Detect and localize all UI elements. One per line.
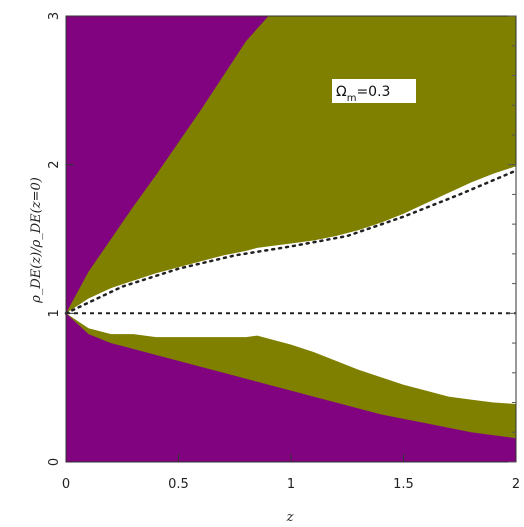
plot-area (64, 15, 518, 463)
annotation-omega: Ω (336, 84, 347, 100)
y-tick-label: 3 (47, 12, 62, 20)
annotation-subscript: m (347, 93, 357, 104)
x-tick-label: 1 (287, 477, 295, 492)
right-axis-ticks (508, 15, 516, 463)
x-tick-label: 2 (512, 477, 520, 492)
y-axis-label: ρ_DE(z)/ρ_DE(z=0) (29, 177, 44, 304)
y-tick-label: 2 (47, 161, 62, 169)
annotation-value: =0.3 (356, 84, 390, 100)
y-tick-label: 1 (47, 309, 62, 317)
annotation-box (332, 79, 416, 103)
x-tick-label: 0 (62, 477, 70, 492)
annotation-label: Ωm=0.3 (336, 84, 390, 104)
x-axis-ticks: 0 0.5 1 1.5 2 (62, 454, 520, 492)
y-axis-ticks: 0 1 2 3 (47, 12, 74, 466)
omega-annotation: Ωm=0.3 (332, 79, 416, 104)
x-axis-label: z (286, 510, 294, 525)
reference-curve (64, 169, 518, 315)
y-tick-label: 0 (47, 458, 62, 466)
x-tick-label: 1.5 (393, 477, 414, 492)
x-tick-label: 0.5 (168, 477, 189, 492)
allowed-region (66, 166, 516, 404)
